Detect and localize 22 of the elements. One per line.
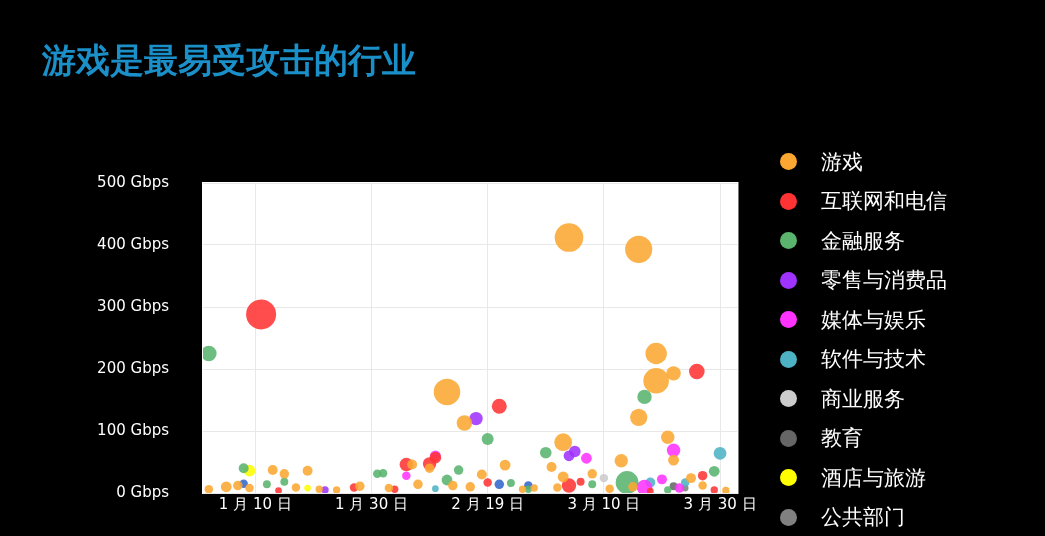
legend-label: 软件与技术 xyxy=(821,346,926,374)
legend-label: 商业服务 xyxy=(821,385,905,413)
y-tick-label: 500 Gbps xyxy=(97,172,170,191)
x-tick-label: 1 月 30 日 xyxy=(335,494,408,513)
legend-label: 公共部门 xyxy=(821,504,905,532)
legend-label: 金融服务 xyxy=(821,227,905,255)
legend-label: 媒体与娱乐 xyxy=(821,306,926,334)
legend-label: 酒店与旅游 xyxy=(821,464,926,492)
legend-label: 零售与消费品 xyxy=(821,267,947,295)
y-tick-label: 400 Gbps xyxy=(97,234,170,253)
y-tick-label: 300 Gbps xyxy=(97,296,170,315)
y-tick-label: 100 Gbps xyxy=(97,420,170,439)
chart-title: 游戏是最易受攻击的行业 xyxy=(42,39,416,82)
y-tick-label: 0 Gbps xyxy=(116,482,170,501)
legend-label: 游戏 xyxy=(821,148,863,176)
y-tick-label: 200 Gbps xyxy=(97,358,170,377)
x-tick-label: 3 月 30 日 xyxy=(683,494,757,513)
legend-label: 互联网和电信 xyxy=(821,188,947,216)
x-tick-label: 3 月 10 日 xyxy=(567,494,641,513)
x-tick-label: 1 月 10 日 xyxy=(218,494,292,513)
legend-label: 教育 xyxy=(821,425,863,453)
x-tick-label: 2 月 19 日 xyxy=(451,494,525,513)
